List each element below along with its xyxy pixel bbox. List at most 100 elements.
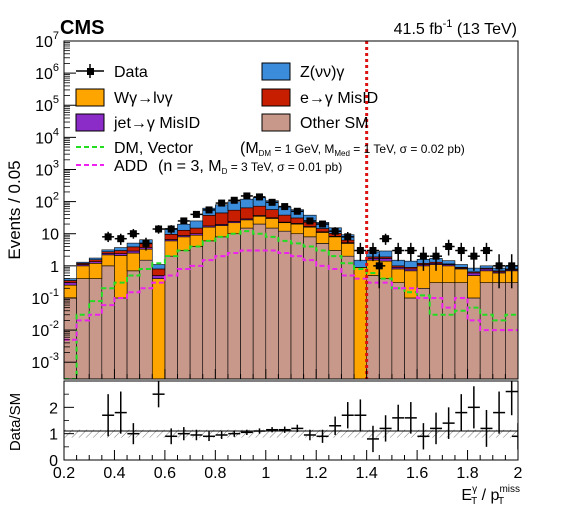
data-point (127, 229, 140, 239)
stack-bar (328, 250, 342, 379)
y-tick-label: 10 (41, 227, 59, 244)
data-point (455, 242, 468, 262)
main-x-ticks (63, 369, 519, 379)
ratio-point (278, 426, 291, 433)
stack-bar (391, 268, 405, 283)
ratio-point (203, 431, 216, 442)
stack-bar (64, 284, 77, 299)
data-point (139, 237, 152, 251)
ratio-point (505, 381, 518, 416)
ratio-points (102, 381, 518, 453)
ratio-tick-label: 2 (49, 400, 58, 417)
stacked-histogram (64, 197, 518, 379)
data-point (404, 242, 417, 262)
data-point (253, 193, 266, 201)
stack-bar (278, 214, 292, 223)
stack-bar (114, 247, 128, 251)
x-tick-label: 1.6 (406, 465, 428, 482)
ratio-tick-label: 0 (49, 453, 58, 470)
data-point (430, 246, 443, 271)
ratio-point (417, 423, 430, 450)
y-tick-label: 104 (35, 126, 59, 147)
stack-bar (240, 198, 254, 209)
ratio-point (392, 404, 405, 432)
ratio-point (480, 409, 493, 447)
lumi-value: 41.5 fb (394, 21, 443, 38)
stack-bar (177, 236, 191, 251)
stack-bar (328, 236, 342, 251)
ratio-point (366, 425, 379, 453)
data-point (303, 217, 316, 225)
legend-e-misid: e→γ MisID (261, 88, 378, 107)
legend-add-mid: = 3 TeV, σ = 0.01 pb) (227, 160, 342, 174)
ratio-point (455, 394, 468, 432)
stack-bar (492, 282, 506, 379)
stack-bar (114, 297, 128, 379)
stack-bar (404, 260, 418, 268)
ratio-point (240, 429, 253, 435)
x-tick-label: 1 (261, 465, 270, 482)
stack-bar (126, 246, 140, 252)
stack-bar (227, 209, 241, 222)
data-point (165, 225, 178, 234)
stack-bar (215, 212, 229, 225)
legend-dm-label: DM, Vector (114, 140, 194, 157)
ratio-point (493, 391, 506, 434)
stack-bar (202, 226, 216, 242)
svg-text:DM, Vector: DM, Vector (114, 140, 194, 157)
ratio-point (303, 429, 316, 441)
stack-bar (454, 264, 468, 268)
stack-bar (265, 209, 279, 219)
stack-bar (416, 287, 431, 379)
ratio-uncertainty-band (64, 429, 518, 438)
data-point (354, 242, 367, 262)
legend-jet-misid-label: jet→γ MisID (113, 115, 200, 132)
stack-bar (479, 270, 494, 283)
data-point (373, 254, 386, 289)
legend-dm-sub2: Med (334, 149, 350, 158)
data-point (215, 199, 228, 207)
stack-bar (454, 268, 468, 283)
legend-other-sm-label: Other SM (300, 115, 368, 132)
ratio-point (127, 423, 140, 445)
data-point (177, 217, 190, 225)
data-point (329, 227, 342, 236)
data-point (480, 242, 493, 262)
legend-zvv: Z(νν)γ (261, 62, 344, 81)
y-tick-label: 10-3 (31, 351, 59, 372)
ratio-point (291, 424, 304, 433)
x-tick-label: 1.2 (305, 465, 327, 482)
legend-dm-sub1: DM (259, 149, 272, 158)
y-tick-label: 10-2 (31, 319, 59, 340)
y-axis-label: Events / 0.05 (5, 160, 24, 259)
stack-bar (479, 282, 494, 379)
ratio-point (102, 394, 115, 437)
legend-add-paren: (n = 3, M (158, 158, 222, 175)
x-tick-label: 0.6 (154, 465, 176, 482)
stack-bar (101, 265, 115, 379)
legend-dm-paren: (M (240, 140, 259, 157)
ratio-point (512, 423, 518, 450)
data-point (316, 220, 329, 228)
stack-bar (252, 223, 267, 379)
stack-bar (467, 297, 481, 379)
stack-bar (391, 282, 405, 379)
x-tick-label: 0.8 (204, 465, 226, 482)
luminosity-label: 41.5 fb-1 (13 TeV) (394, 18, 517, 38)
stack-bar (240, 207, 254, 220)
stack-bar (126, 252, 140, 272)
ratio-point (341, 402, 354, 429)
stack-bar (290, 223, 304, 235)
ratio-point (404, 402, 417, 434)
legend-add-sub: D (222, 167, 228, 176)
data-point (366, 242, 379, 262)
y-tick-label: 102 (35, 191, 59, 212)
stack-bar (315, 243, 330, 379)
legend-zvv-label: Z(νν)γ (300, 64, 344, 81)
stack-bar (64, 278, 77, 281)
stack-bar (177, 229, 191, 236)
data-point (341, 232, 354, 243)
stack-bar (177, 250, 191, 379)
data-point (417, 246, 430, 271)
